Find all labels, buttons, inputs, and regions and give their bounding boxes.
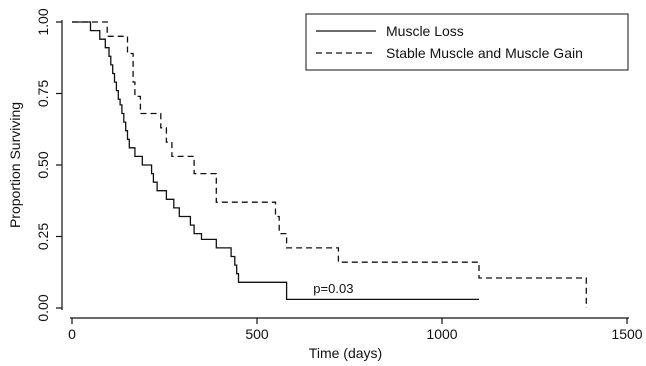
y-tick-label: 0.75 (35, 80, 51, 107)
x-tick-label: 500 (245, 326, 269, 342)
x-tick-label: 1000 (426, 326, 457, 342)
y-tick-label: 1.00 (35, 8, 51, 35)
y-tick-label: 0.00 (35, 294, 51, 321)
axes: 0.00 0.25 0.50 0.75 1.00 0 500 1000 1500 (35, 8, 643, 342)
y-ticks: 0.00 0.25 0.50 0.75 1.00 (35, 8, 62, 322)
x-tick-label: 0 (68, 326, 76, 342)
legend-label: Muscle Loss (386, 23, 464, 39)
x-ticks: 0 500 1000 1500 (68, 318, 643, 342)
legend-label: Stable Muscle and Muscle Gain (386, 45, 583, 61)
x-tick-label: 1500 (611, 326, 642, 342)
series-line-stable-muscle-gain (72, 21, 587, 308)
y-axis-label: Proportion Surviving (7, 102, 23, 228)
legend-items: Muscle Loss Stable Muscle and Muscle Gain (316, 23, 583, 61)
p-value-annotation: p=0.03 (313, 281, 353, 296)
legend: Muscle Loss Stable Muscle and Muscle Gain (305, 13, 629, 71)
series-line-muscle-loss (72, 21, 479, 301)
y-tick-label: 0.25 (35, 223, 51, 250)
series-layer (72, 21, 587, 308)
x-axis-label: Time (days) (309, 345, 382, 361)
legend-box (305, 13, 629, 71)
y-tick-label: 0.50 (35, 151, 51, 178)
